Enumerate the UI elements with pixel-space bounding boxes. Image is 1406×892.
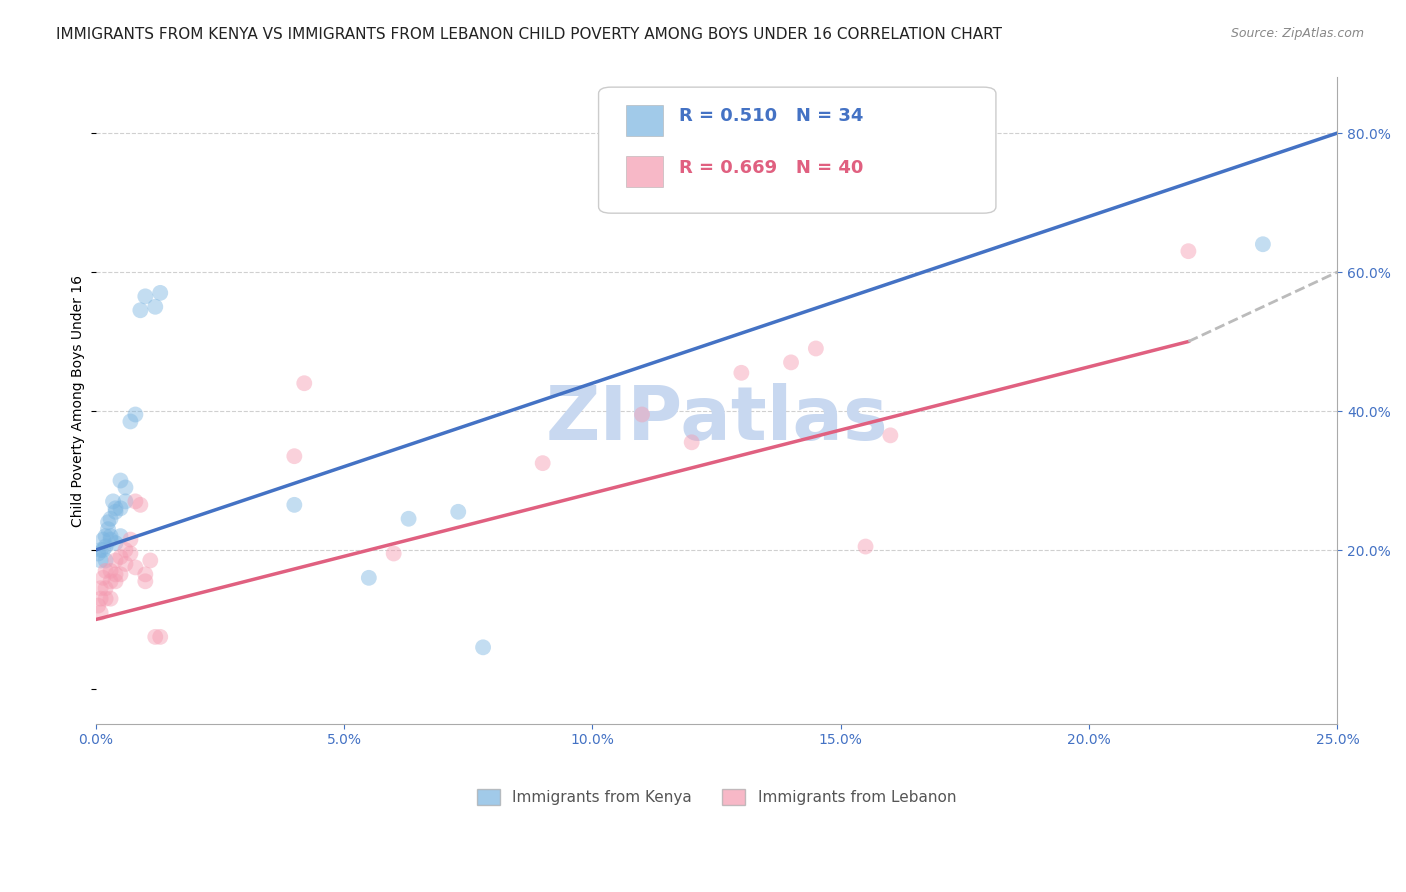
Point [124, 494, 146, 508]
Point [134, 289, 156, 303]
Point [124, 408, 146, 422]
Point [283, 449, 305, 463]
Point [149, 285, 172, 300]
Point [283, 498, 305, 512]
Point [90, 606, 112, 620]
Point [110, 529, 132, 543]
Point [114, 557, 136, 571]
Point [110, 474, 132, 488]
Point [87, 599, 110, 613]
Point [97, 522, 120, 536]
Point [104, 574, 127, 589]
Point [104, 567, 127, 582]
FancyBboxPatch shape [599, 87, 995, 213]
Point [94, 591, 117, 606]
Point [100, 564, 122, 578]
Point [120, 547, 142, 561]
Legend: Immigrants from Kenya, Immigrants from Lebanon: Immigrants from Kenya, Immigrants from L… [471, 783, 962, 812]
Point [87, 547, 110, 561]
Point [104, 553, 127, 567]
Point [631, 408, 654, 422]
Point [104, 505, 127, 519]
Point [855, 540, 877, 554]
Point [91, 571, 114, 585]
Point [94, 529, 117, 543]
Text: IMMIGRANTS FROM KENYA VS IMMIGRANTS FROM LEBANON CHILD POVERTY AMONG BOYS UNDER : IMMIGRANTS FROM KENYA VS IMMIGRANTS FROM… [56, 27, 1002, 42]
Point [91, 533, 114, 547]
Point [100, 591, 122, 606]
Point [90, 581, 112, 595]
FancyBboxPatch shape [626, 104, 664, 136]
Point [357, 571, 380, 585]
Point [110, 549, 132, 564]
Point [94, 553, 117, 567]
Text: R = 0.669   N = 40: R = 0.669 N = 40 [679, 159, 863, 177]
Point [447, 505, 470, 519]
Point [398, 512, 420, 526]
Point [879, 428, 901, 442]
Point [143, 300, 166, 314]
Text: ZIPatlas: ZIPatlas [546, 384, 887, 457]
Point [120, 533, 142, 547]
Point [382, 547, 405, 561]
Point [730, 366, 752, 380]
Point [94, 564, 117, 578]
Point [104, 501, 127, 516]
Point [804, 342, 827, 356]
Point [100, 533, 122, 547]
Point [129, 498, 152, 512]
Point [104, 536, 127, 550]
Point [90, 543, 112, 558]
Point [129, 303, 152, 318]
FancyBboxPatch shape [626, 156, 664, 187]
Point [681, 435, 703, 450]
Point [110, 567, 132, 582]
Point [97, 515, 120, 529]
Text: R = 0.510   N = 34: R = 0.510 N = 34 [679, 107, 863, 125]
Point [472, 640, 495, 655]
Text: Source: ZipAtlas.com: Source: ZipAtlas.com [1230, 27, 1364, 40]
Point [114, 543, 136, 558]
Point [149, 630, 172, 644]
Point [139, 553, 162, 567]
Point [100, 529, 122, 543]
Point [101, 494, 124, 508]
Point [1251, 237, 1274, 252]
Point [91, 543, 114, 558]
Point [124, 560, 146, 574]
Point [90, 591, 112, 606]
Point [100, 574, 122, 589]
Point [94, 581, 117, 595]
Point [143, 630, 166, 644]
Point [114, 480, 136, 494]
Point [780, 355, 803, 369]
Point [90, 553, 112, 567]
Y-axis label: Child Poverty Among Boys Under 16: Child Poverty Among Boys Under 16 [72, 275, 86, 526]
Point [114, 494, 136, 508]
Point [531, 456, 554, 470]
Point [134, 574, 156, 589]
Point [100, 512, 122, 526]
Point [110, 501, 132, 516]
Point [120, 414, 142, 428]
Point [94, 540, 117, 554]
Point [1177, 244, 1199, 259]
Point [292, 376, 315, 391]
Point [134, 567, 156, 582]
